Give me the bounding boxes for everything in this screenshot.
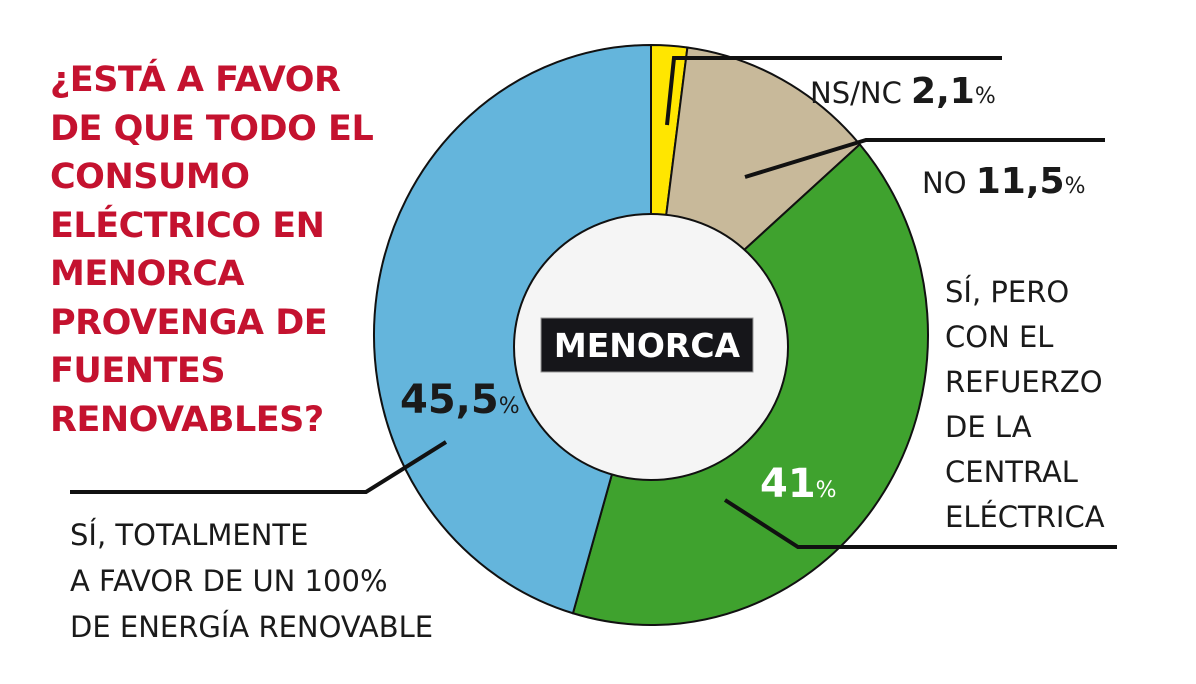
- slice-3: [373, 43, 652, 615]
- title-line: ELÉCTRICO EN: [50, 205, 325, 246]
- title-line: RENOVABLES?: [50, 399, 324, 440]
- label-nsnc: NS/NC 2,1%: [810, 70, 996, 119]
- title-line: CONSUMO: [50, 157, 250, 197]
- label-no: NO 11,5%: [922, 160, 1085, 209]
- percent-sign: %: [498, 394, 520, 419]
- value-label-blue: 45,5%: [400, 378, 520, 429]
- slice-label-line: CON EL: [945, 320, 1054, 354]
- chart-title: ¿ESTÁ A FAVOR DE QUE TODO EL CONSUMO ELÉ…: [50, 56, 374, 444]
- title-line: ¿ESTÁ A FAVOR: [50, 60, 341, 100]
- percent-sign: %: [1064, 174, 1086, 199]
- percent-sign: %: [974, 84, 996, 109]
- value-label-green: 41%: [760, 462, 837, 513]
- data-label: 41: [760, 461, 816, 507]
- percent-sign: %: [815, 478, 837, 503]
- data-label: 45,5: [400, 377, 499, 423]
- slice-label: NS/NC: [810, 76, 902, 110]
- slice-label-line: DE LA: [945, 410, 1032, 444]
- title-line: FUENTES: [50, 351, 226, 391]
- slice-label-line: SÍ, PERO: [945, 275, 1070, 309]
- label-si-pero: SÍ, PERO CON EL REFUERZO DE LA CENTRAL E…: [945, 270, 1105, 540]
- leader-line-no: [744, 138, 1105, 179]
- center-label-bg: [540, 317, 754, 373]
- slice-label-line: A FAVOR DE UN 100%: [70, 564, 388, 598]
- data-label: 11,5: [975, 161, 1065, 202]
- slice-label-line: DE ENERGÍA RENOVABLE: [70, 610, 434, 644]
- slice-label-line: REFUERZO: [945, 365, 1103, 399]
- leader-line-si-pero: [723, 498, 1117, 549]
- data-label: 2,1: [911, 71, 975, 112]
- slice-label-line: SÍ, TOTALMENTE: [70, 518, 309, 552]
- slice-label-line: CENTRAL: [945, 455, 1078, 489]
- leader-line-si-totalmente: [70, 440, 448, 494]
- title-line: MENORCA: [50, 254, 245, 294]
- center-label: MENORCA: [554, 326, 741, 365]
- label-si-totalmente: SÍ, TOTALMENTE A FAVOR DE UN 100% DE ENE…: [70, 512, 433, 650]
- title-line: PROVENGA DE: [50, 302, 328, 343]
- slice-label-line: ELÉCTRICA: [945, 500, 1105, 534]
- slice-label: NO: [922, 166, 967, 200]
- leader-line-nsnc: [665, 56, 1002, 126]
- title-line: DE QUE TODO EL: [50, 108, 374, 149]
